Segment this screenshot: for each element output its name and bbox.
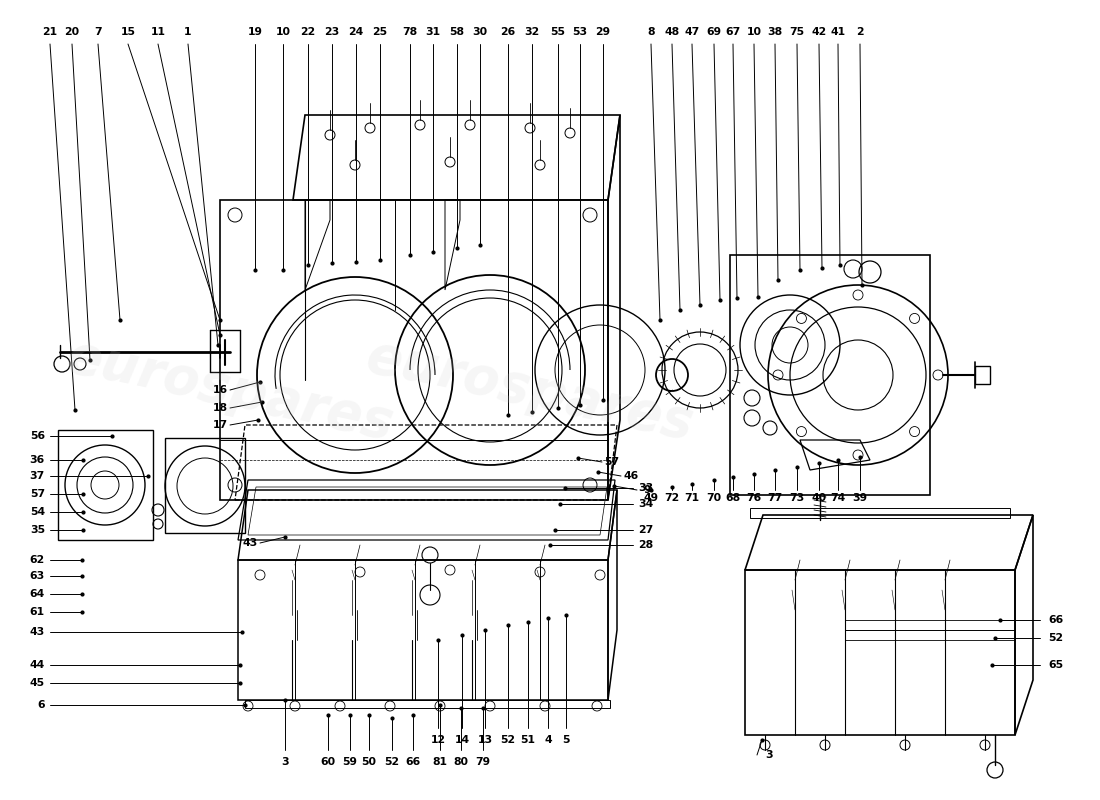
Text: 31: 31 <box>426 27 441 37</box>
Text: 19: 19 <box>248 27 263 37</box>
Text: 64: 64 <box>30 589 45 599</box>
Text: eurospares: eurospares <box>62 330 398 450</box>
Text: 77: 77 <box>768 493 782 503</box>
Text: 48: 48 <box>664 27 680 37</box>
Text: 45: 45 <box>30 678 45 688</box>
Text: 7: 7 <box>95 27 102 37</box>
Text: 35: 35 <box>30 525 45 535</box>
Text: 46: 46 <box>624 471 639 481</box>
Text: 15: 15 <box>121 27 135 37</box>
Text: 58: 58 <box>450 27 464 37</box>
Text: 3: 3 <box>282 757 289 767</box>
Text: 61: 61 <box>30 607 45 617</box>
Text: 25: 25 <box>373 27 387 37</box>
Text: 53: 53 <box>572 27 587 37</box>
Text: 29: 29 <box>595 27 610 37</box>
Text: 60: 60 <box>320 757 336 767</box>
Bar <box>745 570 1015 735</box>
Bar <box>730 255 930 495</box>
Text: 38: 38 <box>768 27 782 37</box>
Text: 54: 54 <box>30 507 45 517</box>
Text: 8: 8 <box>647 27 654 37</box>
Text: 66: 66 <box>1048 615 1064 625</box>
Text: 75: 75 <box>790 27 804 37</box>
Text: 32: 32 <box>525 27 540 37</box>
Text: 10: 10 <box>275 27 290 37</box>
Text: 26: 26 <box>500 27 516 37</box>
Text: 52: 52 <box>384 757 399 767</box>
Text: 17: 17 <box>212 420 228 430</box>
Text: 36: 36 <box>30 455 45 465</box>
Text: 66: 66 <box>406 757 420 767</box>
Text: 4: 4 <box>544 735 552 745</box>
Text: 71: 71 <box>684 493 700 503</box>
Text: 12: 12 <box>430 735 446 745</box>
Text: 78: 78 <box>403 27 418 37</box>
Bar <box>245 700 611 708</box>
Text: 18: 18 <box>212 403 228 413</box>
Text: 41: 41 <box>830 27 846 37</box>
Text: 69: 69 <box>706 27 722 37</box>
Text: 56: 56 <box>30 431 45 441</box>
Text: 28: 28 <box>638 540 653 550</box>
Text: 11: 11 <box>151 27 165 37</box>
Text: 5: 5 <box>562 735 570 745</box>
Text: 23: 23 <box>324 27 340 37</box>
Text: 33: 33 <box>638 483 653 493</box>
Text: 44: 44 <box>30 660 45 670</box>
Text: 39: 39 <box>852 493 868 503</box>
Text: 57: 57 <box>30 489 45 499</box>
Text: 52: 52 <box>500 735 516 745</box>
Text: 79: 79 <box>475 757 491 767</box>
Text: 9: 9 <box>644 485 651 495</box>
Text: 30: 30 <box>472 27 487 37</box>
Text: 81: 81 <box>432 757 448 767</box>
Text: eurospares: eurospares <box>362 330 698 450</box>
Text: 67: 67 <box>725 27 740 37</box>
Text: 80: 80 <box>453 757 469 767</box>
Text: 16: 16 <box>212 385 228 395</box>
Text: 59: 59 <box>342 757 358 767</box>
Text: 21: 21 <box>43 27 57 37</box>
Text: 72: 72 <box>664 493 680 503</box>
Text: 74: 74 <box>830 493 846 503</box>
Text: 57: 57 <box>604 457 619 467</box>
Text: 20: 20 <box>65 27 79 37</box>
Text: 51: 51 <box>520 735 536 745</box>
Text: 43: 43 <box>30 627 45 637</box>
Text: 47: 47 <box>684 27 700 37</box>
Bar <box>165 438 245 533</box>
Text: 43: 43 <box>242 538 257 548</box>
Text: 42: 42 <box>812 27 826 37</box>
Text: 37: 37 <box>30 471 45 481</box>
Text: 1: 1 <box>185 27 191 37</box>
Text: 65: 65 <box>1048 660 1063 670</box>
Text: 62: 62 <box>30 555 45 565</box>
Text: 13: 13 <box>477 735 493 745</box>
Text: 63: 63 <box>30 571 45 581</box>
Bar <box>750 508 1010 518</box>
Text: 70: 70 <box>706 493 722 503</box>
Text: 14: 14 <box>454 735 470 745</box>
Text: 22: 22 <box>300 27 316 37</box>
Text: 24: 24 <box>349 27 364 37</box>
Text: 10: 10 <box>747 27 761 37</box>
Text: 73: 73 <box>790 493 804 503</box>
Text: 68: 68 <box>725 493 740 503</box>
Text: 6: 6 <box>37 700 45 710</box>
Text: 76: 76 <box>747 493 761 503</box>
Text: 49: 49 <box>644 493 659 503</box>
Bar <box>975 366 990 384</box>
Bar <box>58 430 153 540</box>
Text: 40: 40 <box>812 493 826 503</box>
Text: 34: 34 <box>638 499 653 509</box>
Text: 55: 55 <box>550 27 565 37</box>
Text: 2: 2 <box>856 27 864 37</box>
Text: 27: 27 <box>638 525 653 535</box>
Text: 3: 3 <box>764 750 772 760</box>
Text: 52: 52 <box>1048 633 1063 643</box>
Text: 50: 50 <box>362 757 376 767</box>
Bar <box>845 620 1015 640</box>
